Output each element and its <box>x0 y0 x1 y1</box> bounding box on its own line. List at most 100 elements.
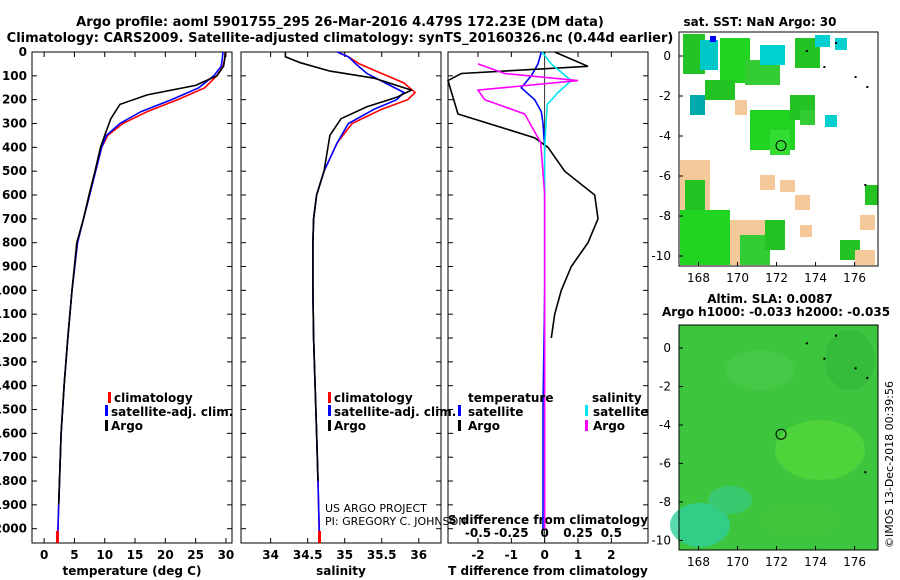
legend-swatch-climatology <box>328 392 331 403</box>
depth-tick-label: 1400 <box>0 379 27 393</box>
x-tick-label: 10 <box>96 548 113 562</box>
lon-tick-label: 176 <box>843 555 866 569</box>
sla-anomaly-patch <box>760 505 840 535</box>
depth-tick-label: 300 <box>2 117 27 131</box>
island <box>823 66 826 68</box>
lon-tick-label: 170 <box>726 555 749 569</box>
depth-tick-label: 200 <box>2 93 27 107</box>
sst-cell <box>705 80 735 100</box>
depth-tick-label: 700 <box>2 212 27 226</box>
x-tick-label: 2 <box>607 548 615 562</box>
depth-tick-label: 1100 <box>0 307 27 321</box>
lat-tick-label: -2 <box>659 89 671 103</box>
lon-tick-label: 168 <box>687 555 710 569</box>
legend-s-satellite: satellite <box>593 405 648 419</box>
sst-map: 168 170 172 174 176 0 -2 -4 -6 -8 -10 <box>651 31 879 285</box>
sst-cell <box>835 38 847 50</box>
series-line-argo <box>57 51 227 505</box>
x-tick-label: -1 <box>505 548 518 562</box>
credit-line1: US ARGO PROJECT <box>325 502 427 515</box>
top-tick-label: -0.25 <box>494 526 529 540</box>
island <box>854 367 857 370</box>
legend-swatch-s-argo <box>585 420 588 431</box>
lon-tick-label: 172 <box>765 271 788 285</box>
sst-cell <box>735 100 747 115</box>
map-frame <box>678 324 879 551</box>
lat-tick-label: -4 <box>659 129 671 143</box>
title-line1: Argo profile: aoml 5901755_295 26-Mar-20… <box>76 15 604 30</box>
depth-axis: 0 100 200 300 400 500 600 700 800 900 1000 1100 1200… <box>0 45 27 536</box>
lon-tick-label: 174 <box>804 271 827 285</box>
temperature-legend: climatology satellite-adj. clim. Argo <box>105 391 233 433</box>
x-tick-label: 0 <box>540 548 548 562</box>
depth-tick-label: 1300 <box>0 355 27 369</box>
lat-tick-label: -4 <box>659 418 671 432</box>
legend-argo: Argo <box>334 419 366 433</box>
top-tick-label: 0.5 <box>601 526 622 540</box>
sla-anomaly-patch <box>670 503 730 547</box>
lat-tick-label: -6 <box>659 169 671 183</box>
island <box>866 376 869 379</box>
sst-cell <box>760 175 775 190</box>
x-tick-label: 20 <box>157 548 174 562</box>
island <box>835 334 838 337</box>
depth-tick-label: 100 <box>2 69 27 83</box>
sst-cell <box>800 110 815 125</box>
sla-map-subtitle: Argo h1000: -0.033 h2000: -0.035 <box>662 305 890 319</box>
sst-cell <box>815 35 830 47</box>
x-tick-label: 36 <box>410 548 427 562</box>
lon-tick-label: 168 <box>687 271 710 285</box>
plot-frame <box>31 51 233 544</box>
legend-satellite: satellite-adj. clim. <box>334 405 456 419</box>
legend-t-argo: Argo <box>468 419 500 433</box>
top-tick-label: -0.5 <box>465 526 491 540</box>
salinity-legend: climatology satellite-adj. clim. Argo <box>328 391 456 433</box>
legend-s-argo: Argo <box>593 419 625 433</box>
lon-tick-label: 174 <box>804 555 827 569</box>
sla-anomaly-patch <box>708 486 752 514</box>
lon-tick-label: 172 <box>765 555 788 569</box>
depth-tick-label: 1500 <box>0 403 27 417</box>
legend-swatch-climatology <box>108 392 111 403</box>
depth-tick-label: 1900 <box>0 498 27 512</box>
sla-anomaly-patch <box>775 420 865 480</box>
x-tick-label: 34 <box>262 548 279 562</box>
sst-cell <box>865 185 878 205</box>
legend-temperature-title: temperature <box>468 391 553 405</box>
series-line-t-satellite <box>520 51 546 529</box>
island <box>823 357 826 360</box>
series-line-satellite-adj-clim- <box>56 51 224 544</box>
legend-argo: Argo <box>111 419 143 433</box>
series-line-s-satellite <box>541 51 573 529</box>
x-tick-label: 15 <box>127 548 144 562</box>
depth-tick-label: 1600 <box>0 426 27 440</box>
depth-tick-label: 0 <box>19 45 27 59</box>
depth-tick-label: 600 <box>2 188 27 202</box>
map-frame <box>678 31 879 267</box>
depth-tick-label: 1700 <box>0 450 27 464</box>
depth-tick-label: 1000 <box>0 283 27 297</box>
sst-cell <box>760 45 785 65</box>
top-tick-label: 0.25 <box>563 526 593 540</box>
sst-cell <box>683 34 705 74</box>
plot-frame <box>240 51 442 544</box>
series-line-argo <box>284 52 414 482</box>
sst-map-title: sat. SST: NaN Argo: 30 <box>683 15 836 29</box>
sla-anomaly-patch <box>725 350 795 390</box>
island <box>864 184 867 186</box>
depth-tick-label: 400 <box>2 140 27 154</box>
sst-cell <box>690 95 705 115</box>
legend-t-satellite: satellite <box>468 405 523 419</box>
island <box>805 342 808 345</box>
plot-frame <box>447 51 649 544</box>
x-axis-label: temperature (deg C) <box>63 564 202 578</box>
depth-tick-label: 500 <box>2 164 27 178</box>
depth-tick-label: 900 <box>2 260 27 274</box>
sst-cell <box>710 36 716 42</box>
sst-cell <box>860 215 875 230</box>
sst-cell <box>795 195 810 210</box>
title-line2: Climatology: CARS2009. Satellite-adjuste… <box>7 31 674 46</box>
x-tick-label: 35 <box>336 548 353 562</box>
